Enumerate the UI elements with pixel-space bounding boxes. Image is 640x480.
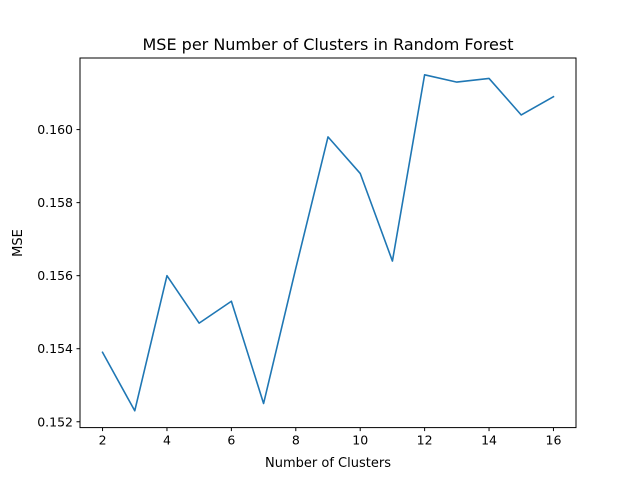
x-tick-label: 4 <box>163 433 171 448</box>
plot-frame <box>79 57 577 429</box>
y-axis: 0.152 0.154 0.156 0.158 0.160 <box>37 122 80 429</box>
x-tick-label: 12 <box>417 433 433 448</box>
y-tick-label: 0.156 <box>37 268 73 283</box>
y-tick-label: 0.160 <box>37 122 73 137</box>
x-tick-label: 2 <box>99 433 107 448</box>
x-tick-label: 8 <box>292 433 300 448</box>
y-tick-label: 0.152 <box>37 414 73 429</box>
y-axis-label: MSE <box>11 229 26 257</box>
x-axis-label: Number of Clusters <box>265 456 391 471</box>
x-tick-label: 6 <box>227 433 235 448</box>
y-tick-label: 0.158 <box>37 195 73 210</box>
series-layer <box>101 74 555 412</box>
x-tick-label: 14 <box>481 433 497 448</box>
x-tick-label: 16 <box>546 433 562 448</box>
y-tick-label: 0.154 <box>37 341 73 356</box>
x-tick-label: 10 <box>352 433 368 448</box>
x-axis: 2 4 6 8 10 12 14 16 <box>99 427 562 448</box>
chart-title: MSE per Number of Clusters in Random For… <box>143 35 514 54</box>
mse-series-line <box>101 74 555 412</box>
